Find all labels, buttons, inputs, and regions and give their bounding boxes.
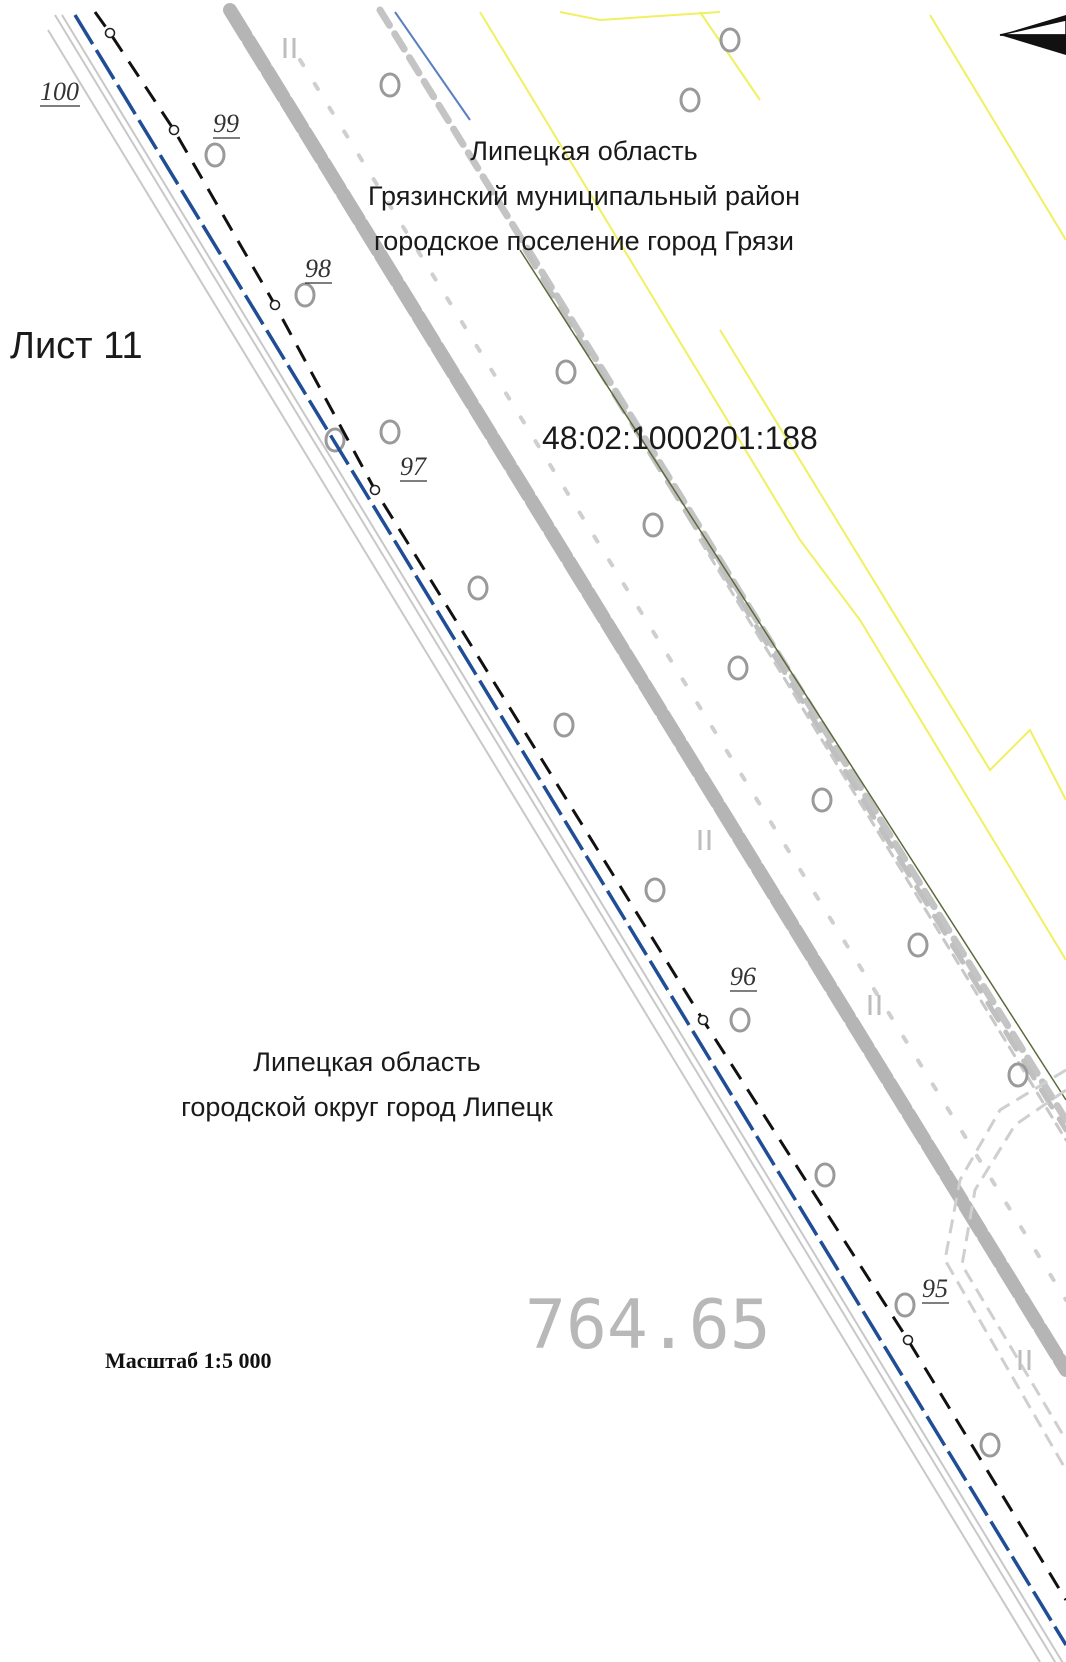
hatch-marks (283, 38, 1031, 1370)
region-label-north: Липецкая область Грязинский муниципальны… (368, 136, 800, 256)
region-south-line1: Липецкая область (253, 1047, 480, 1077)
road-edge-lines (47, 14, 1064, 1662)
vertex-100 (104, 27, 116, 39)
tree-symbols (204, 27, 1029, 1458)
municipal-boundary-line (73, 14, 1066, 1646)
vertex-97 (369, 484, 381, 496)
scale-label: Масштаб 1:5 000 (105, 1348, 272, 1373)
region-north-line1: Липецкая область (470, 136, 697, 166)
parcel-side-line (519, 249, 1066, 1101)
compass-arrow-icon (999, 15, 1066, 55)
boundary-vertices (104, 27, 914, 1346)
measurement-value: 764.65 (525, 1286, 771, 1365)
region-label-south: Липецкая область городской округ город Л… (181, 1047, 553, 1122)
region-north-line3: городское поселение город Грязи (374, 226, 794, 256)
cadastral-number: 48:02:1000201:188 (542, 420, 818, 456)
road-edge-blue-line (394, 11, 471, 121)
point-label-99: 99 (213, 109, 239, 138)
point-label-97: 97 (400, 452, 427, 481)
vertex-99 (168, 124, 180, 136)
point-label-96: 96 (730, 962, 756, 991)
region-south-line2: городской округ город Липецк (181, 1092, 553, 1122)
vertex-labels: 100 99 98 97 96 95 (40, 77, 949, 1304)
vertex-95 (902, 1334, 914, 1346)
vertex-96 (697, 1014, 709, 1026)
point-label-95: 95 (922, 1274, 948, 1303)
road-fork-outline (943, 1068, 1066, 1471)
sheet-label: Лист 11 (10, 325, 143, 367)
point-label-98: 98 (305, 254, 331, 283)
region-north-line2: Грязинский муниципальный район (368, 181, 800, 211)
vertex-98 (269, 299, 281, 311)
point-label-100: 100 (40, 77, 79, 106)
parcel-boundary-line (93, 11, 1066, 1601)
parcel-outline-yellow (479, 11, 1066, 961)
